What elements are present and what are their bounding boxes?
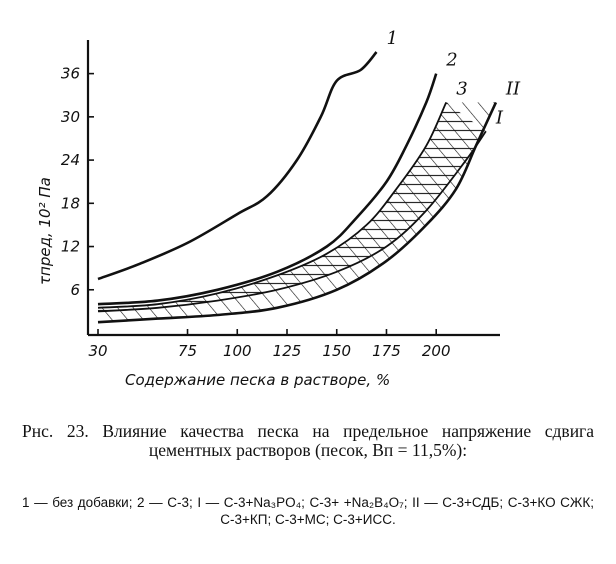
caption-title: Рнс. 23. Влияние качества песка на преде… bbox=[22, 421, 594, 460]
y-tick-label: 18 bbox=[61, 194, 80, 212]
series-label-i: I bbox=[495, 107, 504, 128]
y-tick-label: 24 bbox=[61, 151, 80, 169]
series-line-i bbox=[97, 130, 487, 313]
series-label-ii: II bbox=[505, 78, 521, 99]
series-label-3: 3 bbox=[456, 78, 467, 99]
figure-caption: Рнс. 23. Влияние качества песка на преде… bbox=[22, 422, 594, 460]
horizontal-hatched-band bbox=[98, 102, 486, 312]
y-tick-label: 12 bbox=[61, 238, 80, 256]
series-labels: 1 2 3 III bbox=[387, 28, 522, 128]
series-label-2: 2 bbox=[445, 50, 457, 71]
x-tick-label: 30 bbox=[88, 342, 107, 360]
series-line-2 bbox=[97, 73, 438, 306]
x-tick-label: 75 bbox=[178, 342, 197, 360]
series-line-1 bbox=[97, 51, 378, 281]
x-tick-label: 175 bbox=[372, 342, 401, 360]
series-line-ii bbox=[97, 101, 498, 324]
x-tick-label: 100 bbox=[223, 342, 252, 360]
y-tick-label: 36 bbox=[61, 65, 80, 83]
axis-ticks: 6 12 18 24 30 36 30 75 100 125 150 175 200 bbox=[61, 65, 451, 360]
series-label-1: 1 bbox=[387, 28, 398, 49]
y-tick-label: 6 bbox=[70, 281, 80, 299]
figure-legend-notes: 1 — без добавки; 2 — С-3; I — С-3+Na₃PO₄… bbox=[22, 495, 594, 527]
y-axis-title: τпред, 10² Па bbox=[36, 177, 54, 285]
x-tick-label: 125 bbox=[273, 342, 302, 360]
series-line-3 bbox=[97, 102, 448, 309]
x-tick-label: 200 bbox=[422, 342, 451, 360]
y-tick-label: 30 bbox=[61, 108, 80, 126]
series-lines bbox=[97, 51, 498, 324]
x-axis-title: Содержание песка в растворе, % bbox=[125, 371, 390, 389]
hatched-region bbox=[98, 102, 496, 323]
x-tick-label: 150 bbox=[322, 342, 351, 360]
